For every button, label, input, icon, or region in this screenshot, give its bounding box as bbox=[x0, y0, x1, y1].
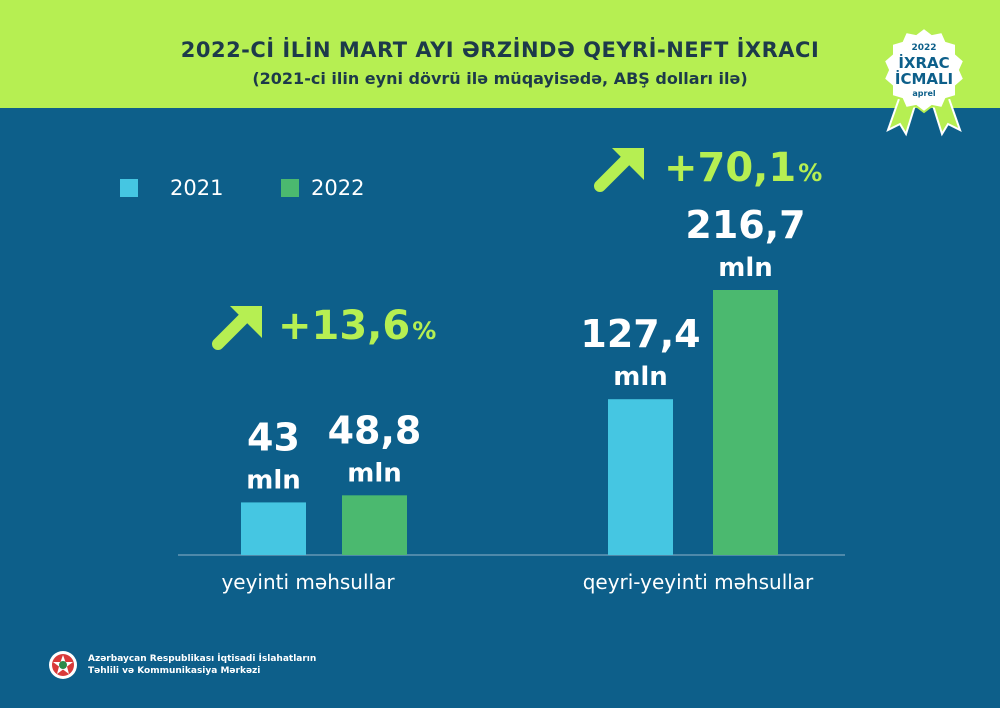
category-label-1: qeyri-yeyinti məhsullar bbox=[583, 570, 814, 594]
legend-label-2021: 2021 bbox=[170, 176, 224, 200]
legend-item-2022: 2022 bbox=[281, 176, 364, 200]
data-unit-2021-1: mln bbox=[613, 362, 668, 392]
arrow-up-right-icon bbox=[594, 148, 644, 192]
badge-year: 2022 bbox=[911, 43, 936, 53]
growth-nonfood: +70,1 % bbox=[592, 142, 822, 194]
data-label-2022-0: 48,8 bbox=[328, 408, 422, 452]
category-label-0: yeyinti məhsullar bbox=[221, 570, 395, 594]
badge-month: aprel bbox=[912, 89, 935, 98]
data-unit-2021-0: mln bbox=[246, 465, 301, 495]
growth-nonfood-percent: % bbox=[798, 159, 823, 187]
growth-food: +13,6 % bbox=[210, 300, 436, 352]
growth-food-percent: % bbox=[412, 317, 437, 345]
badge-line2: İCMALI bbox=[895, 69, 953, 88]
growth-nonfood-value: +70,1 bbox=[664, 145, 797, 191]
org-line1: Azərbaycan Respublikası İqtisadi İslahat… bbox=[88, 654, 317, 664]
legend-item-2021: 2021 bbox=[120, 176, 223, 200]
bar-2021-1 bbox=[608, 399, 673, 555]
bar-2022-0 bbox=[342, 495, 407, 555]
org-line2: Təhlili və Kommunikasiya Mərkəzi bbox=[88, 666, 261, 676]
growth-food-value: +13,6 bbox=[278, 303, 411, 349]
page-title: 2022-Cİ İLİN MART AYI ƏRZİNDƏ QEYRİ-NEFT… bbox=[180, 38, 820, 62]
header-banner bbox=[0, 0, 1000, 108]
rosette-badge-icon: 2022 İXRAC İCMALI aprel bbox=[882, 26, 966, 137]
arrow-up-right-icon bbox=[212, 306, 262, 350]
legend-swatch-2021 bbox=[120, 179, 138, 197]
legend-label-2022: 2022 bbox=[311, 176, 365, 200]
data-label-2021-0: 43 bbox=[247, 415, 300, 459]
data-label-2021-1: 127,4 bbox=[580, 312, 700, 356]
bar-2021-0 bbox=[241, 502, 306, 555]
data-unit-2022-1: mln bbox=[718, 253, 773, 283]
badge-line1: İXRAC bbox=[898, 53, 949, 72]
data-unit-2022-0: mln bbox=[347, 458, 402, 488]
legend-swatch-2022 bbox=[281, 179, 299, 197]
footer: Azərbaycan Respublikası İqtisadi İslahat… bbox=[48, 650, 316, 680]
page-subtitle: (2021-ci ilin eyni dövrü ilə müqayisədə,… bbox=[252, 69, 748, 88]
data-label-2022-1: 216,7 bbox=[685, 203, 805, 247]
bar-2022-1 bbox=[713, 290, 778, 555]
emblem-icon bbox=[49, 651, 77, 679]
